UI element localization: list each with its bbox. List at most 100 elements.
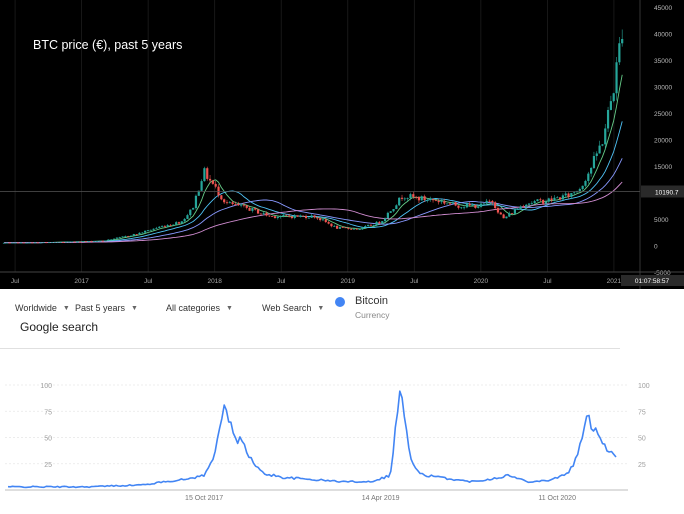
- candle: [525, 204, 528, 207]
- candle: [175, 222, 178, 225]
- candle: [327, 222, 330, 224]
- btc-x-tick: 2021: [607, 278, 622, 285]
- candle: [245, 205, 248, 208]
- candle: [335, 225, 339, 229]
- candle: [304, 215, 308, 219]
- candle: [138, 232, 141, 235]
- candle: [350, 228, 353, 230]
- candle: [90, 241, 93, 242]
- candle: [48, 242, 51, 244]
- candle: [287, 215, 291, 217]
- legend-term[interactable]: Bitcoin: [355, 295, 389, 307]
- btc-y-tick: 25000: [654, 111, 672, 118]
- candle: [403, 198, 406, 200]
- candle: [400, 197, 404, 199]
- moving-average-line: [3, 158, 623, 244]
- candle: [192, 208, 195, 210]
- candle: [604, 128, 607, 145]
- candle: [231, 202, 234, 205]
- candle: [5, 242, 8, 244]
- candle: [536, 199, 539, 202]
- candle: [443, 201, 446, 204]
- candle: [307, 217, 310, 219]
- candle: [590, 167, 593, 174]
- candle: [65, 241, 68, 243]
- candle: [530, 202, 533, 204]
- candle: [166, 225, 169, 227]
- candle: [169, 225, 172, 226]
- btc-y-tick: 40000: [654, 32, 672, 39]
- trends-y-tick-left: 100: [40, 383, 52, 390]
- region-dropdown[interactable]: Worldwide ▼: [15, 303, 70, 313]
- candle: [417, 197, 421, 201]
- candle: [160, 226, 164, 227]
- candle: [491, 200, 494, 203]
- candle: [146, 230, 150, 231]
- candle: [567, 193, 570, 197]
- bitcoin-interest-line: [7, 390, 617, 489]
- candle: [141, 232, 144, 234]
- candle: [8, 242, 11, 244]
- candle: [282, 214, 285, 217]
- candle: [412, 194, 415, 197]
- candle: [477, 206, 480, 208]
- candle: [22, 242, 25, 244]
- candle: [81, 241, 85, 243]
- candle: [96, 241, 99, 242]
- candle: [361, 227, 364, 230]
- time-marker: [621, 275, 684, 286]
- candle: [570, 193, 573, 197]
- btc-chart-title: BTC price (€), past 5 years: [33, 38, 183, 52]
- candle: [242, 204, 246, 206]
- candle: [276, 217, 279, 219]
- candle: [172, 224, 175, 226]
- candle: [344, 227, 347, 229]
- candle: [214, 183, 217, 187]
- candle: [265, 212, 268, 216]
- candle: [615, 62, 618, 94]
- candle: [324, 219, 327, 223]
- candle: [406, 198, 409, 199]
- candle: [310, 215, 313, 218]
- candle: [544, 201, 548, 204]
- candle: [271, 216, 274, 217]
- candle: [499, 212, 502, 215]
- candle: [259, 213, 262, 215]
- candle: [609, 101, 612, 110]
- candle: [621, 39, 624, 44]
- candle: [612, 93, 615, 102]
- candle: [347, 227, 350, 229]
- candle: [2, 242, 6, 244]
- candle: [42, 242, 45, 244]
- candle: [251, 208, 254, 211]
- chevron-down-icon: ▼: [131, 304, 138, 312]
- candle: [110, 239, 113, 241]
- category-dropdown[interactable]: All categories ▼: [166, 303, 233, 313]
- candle: [389, 211, 392, 213]
- candle: [592, 156, 596, 168]
- btc-x-tick: Jul: [410, 278, 419, 285]
- moving-average-line: [3, 74, 623, 244]
- candle: [395, 205, 398, 210]
- candle: [564, 193, 567, 196]
- candle: [211, 180, 214, 184]
- candle: [451, 202, 454, 204]
- candle: [56, 242, 59, 243]
- candle: [426, 200, 429, 201]
- candle: [573, 192, 576, 194]
- candle: [127, 235, 130, 237]
- candle: [468, 203, 471, 206]
- btc-chart-canvas: 4500040000350003000025000200001500010000…: [0, 0, 684, 289]
- candle: [155, 227, 158, 229]
- candle: [494, 202, 497, 209]
- search-type-dropdown[interactable]: Web Search ▼: [262, 303, 324, 313]
- candle: [474, 204, 477, 208]
- candle: [124, 235, 127, 237]
- candle: [273, 216, 277, 219]
- candle: [115, 237, 119, 239]
- time-label: 01:07:58:57: [635, 278, 670, 285]
- candle: [183, 218, 186, 222]
- period-dropdown[interactable]: Past 5 years ▼: [75, 303, 138, 313]
- candle: [482, 203, 485, 205]
- candle: [279, 216, 282, 218]
